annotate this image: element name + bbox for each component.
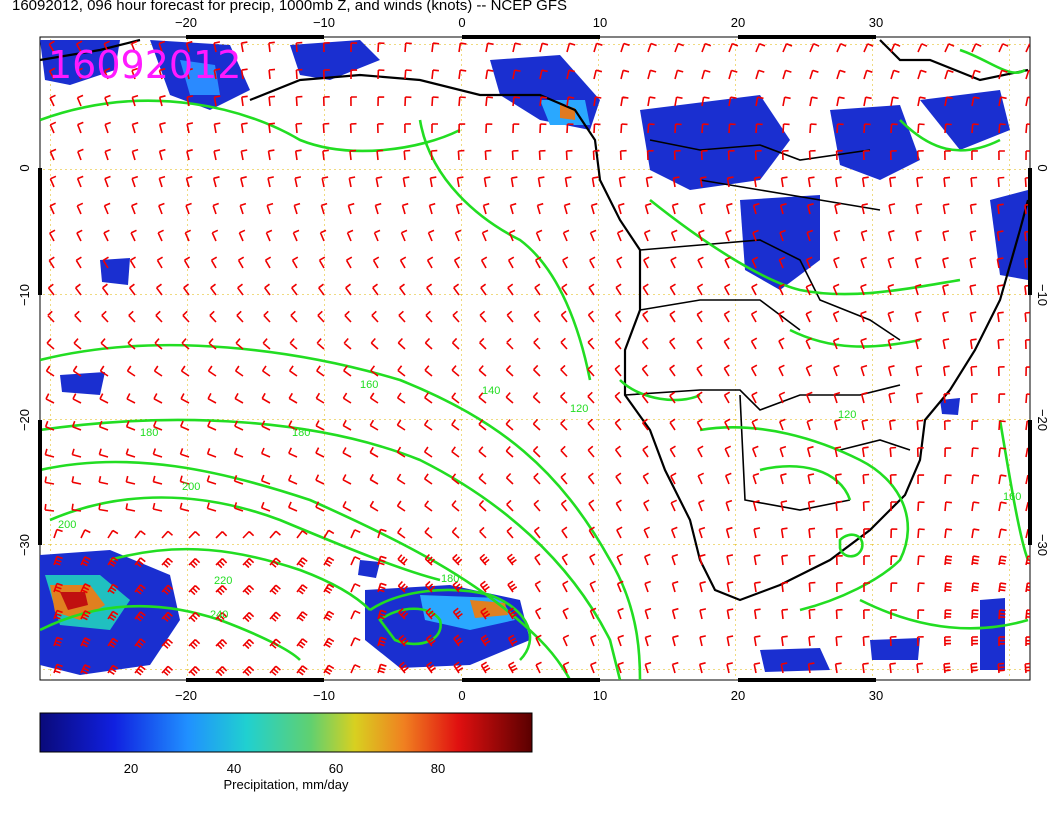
- colorbar-tick: 80: [431, 761, 445, 776]
- colorbar-tick: 40: [227, 761, 241, 776]
- colorbar-tick: 20: [124, 761, 138, 776]
- contour-label: 200: [58, 519, 76, 531]
- y-tick-label: −10: [1035, 284, 1050, 306]
- contour-label: 180: [292, 427, 310, 439]
- x-axis-bottom: −20 −10 0 10 20 30: [175, 688, 883, 703]
- contour-label: 180: [441, 573, 459, 585]
- x-tick-label: 0: [458, 15, 465, 30]
- contour-label: 180: [140, 427, 158, 439]
- x-tick-label: −10: [313, 15, 335, 30]
- y-tick-label: −20: [1035, 409, 1050, 431]
- x-tick-label: −20: [175, 688, 197, 703]
- colorbar-label: Precipitation, mm/day: [224, 777, 349, 792]
- x-tick-label: 10: [593, 15, 607, 30]
- colorbar-tick: 60: [329, 761, 343, 776]
- contour-label: 200: [182, 481, 200, 493]
- y-tick-label: −10: [17, 284, 32, 306]
- y-axis-left: 0 −10 −20 −30: [17, 164, 32, 556]
- wind-barb-set: [44, 40, 1030, 677]
- x-tick-label: −10: [313, 688, 335, 703]
- contour-label: 120: [838, 409, 856, 421]
- x-tick-label: 0: [458, 688, 465, 703]
- contour-label: 220: [214, 575, 232, 587]
- contour-label: 120: [570, 403, 588, 415]
- x-axis-top: −20 −10 0 10 20 30: [175, 15, 883, 30]
- precip-colorbar: [39, 712, 533, 753]
- x-tick-label: 10: [593, 688, 607, 703]
- y-tick-label: −30: [17, 534, 32, 556]
- contour-label: 160: [360, 379, 378, 391]
- frame-ticks: [38, 35, 1032, 682]
- contour-label: 240: [210, 609, 228, 621]
- date-stamp: 16092012: [48, 43, 241, 87]
- precip-areas: [40, 40, 1028, 675]
- height-contours: [40, 48, 1030, 680]
- contour-label: 140: [482, 385, 500, 397]
- y-tick-label: 0: [1035, 164, 1050, 171]
- wind-barbs: [44, 40, 1030, 677]
- map-title: 16092012, 096 hour forecast for precip, …: [12, 0, 567, 14]
- coastlines: [40, 38, 1030, 602]
- contour-label: 160: [1003, 491, 1021, 503]
- y-tick-label: −30: [1035, 534, 1050, 556]
- x-tick-label: 20: [731, 688, 745, 703]
- x-tick-label: −20: [175, 15, 197, 30]
- y-axis-right: 0 −10 −20 −30: [1035, 164, 1050, 556]
- y-tick-label: 0: [17, 164, 32, 171]
- y-tick-label: −20: [17, 409, 32, 431]
- x-tick-label: 30: [869, 688, 883, 703]
- x-tick-label: 30: [869, 15, 883, 30]
- x-tick-label: 20: [731, 15, 745, 30]
